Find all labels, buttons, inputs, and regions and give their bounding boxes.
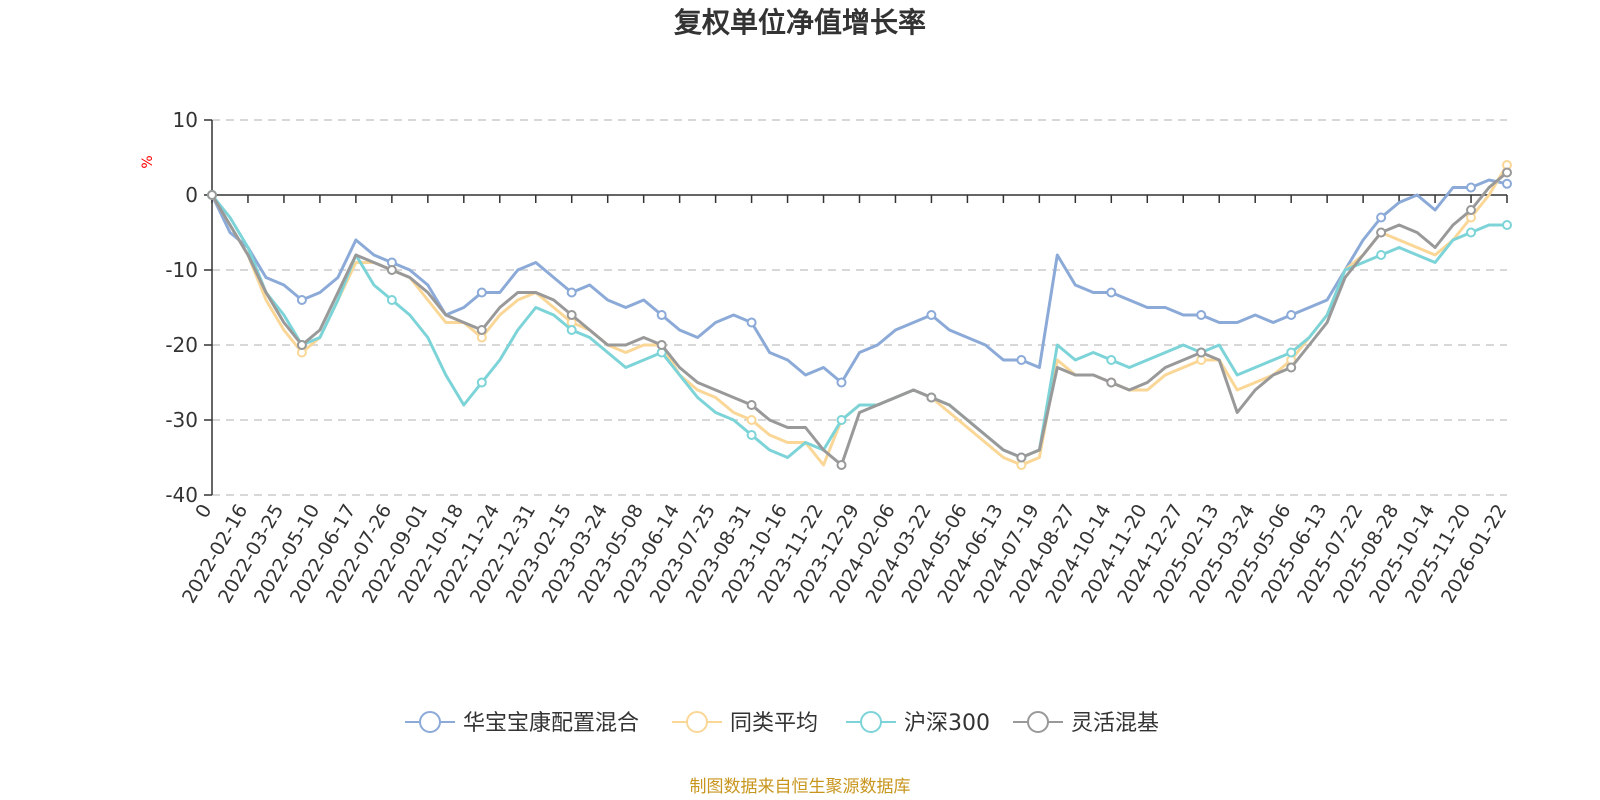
legend-marker bbox=[860, 711, 882, 733]
series-point bbox=[566, 310, 577, 320]
series-point bbox=[566, 287, 577, 298]
series-point bbox=[476, 287, 487, 298]
series-point bbox=[1106, 377, 1117, 388]
series-point bbox=[656, 310, 667, 320]
series-point bbox=[746, 415, 757, 425]
series-point bbox=[1466, 205, 1476, 215]
y-tick-labels: 10 0 -10 -20 -30 -40 bbox=[165, 108, 198, 507]
chart-title: 复权单位净值增长率 bbox=[674, 6, 926, 39]
y-tick-label: -10 bbox=[165, 258, 198, 282]
series-point bbox=[1376, 227, 1387, 238]
series-point bbox=[746, 400, 757, 410]
series-point bbox=[1286, 310, 1297, 320]
series-point bbox=[296, 295, 307, 305]
legend-label: 华宝宝康配置混合 bbox=[463, 711, 639, 736]
legend-item[interactable]: 沪深300 bbox=[846, 711, 990, 736]
series-point bbox=[1286, 347, 1297, 358]
series-point bbox=[1376, 250, 1387, 260]
y-tick-label: -20 bbox=[165, 333, 198, 357]
axes bbox=[204, 119, 1508, 496]
series-point bbox=[1016, 355, 1027, 365]
legend-label: 沪深300 bbox=[904, 711, 990, 736]
series-point bbox=[1466, 227, 1476, 238]
legend[interactable]: 华宝宝康配置混合 同类平均 沪深300 灵活混基 bbox=[405, 711, 1159, 736]
series-point bbox=[1286, 362, 1297, 373]
grid-lines bbox=[212, 119, 1507, 496]
series-lines bbox=[207, 160, 1512, 470]
series-point bbox=[836, 460, 847, 470]
legend-label: 同类平均 bbox=[730, 711, 818, 736]
series-point bbox=[1196, 310, 1207, 320]
series-point bbox=[656, 340, 667, 350]
series-point bbox=[926, 392, 937, 403]
x-tick-label: 0 bbox=[191, 501, 216, 522]
series-line-0 bbox=[210, 178, 1508, 384]
series-point bbox=[836, 415, 847, 425]
legend-marker bbox=[419, 711, 441, 733]
series-point bbox=[1196, 347, 1207, 358]
x-tick-labels: 02022-02-162022-03-252022-05-102022-06-1… bbox=[178, 501, 1511, 608]
series-line-2 bbox=[210, 194, 1507, 459]
series-point bbox=[207, 190, 217, 200]
series-point bbox=[1502, 167, 1512, 178]
series-point bbox=[476, 377, 487, 388]
series-point bbox=[566, 325, 577, 335]
series-point bbox=[836, 377, 847, 388]
series-point bbox=[1466, 182, 1476, 193]
legend-marker bbox=[686, 711, 708, 733]
y-tick-label: -30 bbox=[165, 408, 198, 432]
source-note: 制图数据来自恒生聚源数据库 bbox=[690, 777, 911, 797]
legend-marker bbox=[1027, 711, 1049, 733]
legend-item[interactable]: 华宝宝康配置混合 bbox=[405, 711, 639, 736]
series-point bbox=[386, 265, 397, 275]
y-tick-label: -40 bbox=[165, 483, 198, 507]
series-point bbox=[926, 310, 937, 320]
legend-item[interactable]: 灵活混基 bbox=[1013, 711, 1159, 736]
legend-label: 灵活混基 bbox=[1071, 711, 1159, 736]
series-point bbox=[1106, 355, 1117, 365]
legend-item[interactable]: 同类平均 bbox=[672, 711, 818, 736]
series-point bbox=[746, 317, 757, 328]
series-point bbox=[386, 295, 397, 305]
series-point bbox=[1016, 452, 1027, 463]
series-line-3 bbox=[210, 171, 1508, 467]
series-point bbox=[1502, 220, 1512, 230]
y-tick-label: 10 bbox=[173, 108, 198, 132]
series-point bbox=[1106, 287, 1117, 298]
series-point bbox=[476, 325, 487, 335]
y-axis-unit: % bbox=[140, 155, 156, 168]
series-point bbox=[746, 430, 757, 440]
y-tick-label: 0 bbox=[185, 183, 198, 207]
series-point bbox=[1376, 212, 1387, 223]
series-point bbox=[1502, 178, 1512, 189]
series-point bbox=[296, 340, 307, 350]
